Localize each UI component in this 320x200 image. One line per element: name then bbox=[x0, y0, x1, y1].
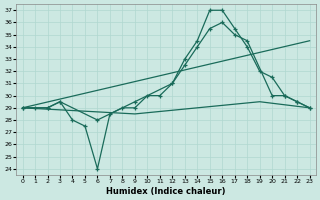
X-axis label: Humidex (Indice chaleur): Humidex (Indice chaleur) bbox=[106, 187, 226, 196]
